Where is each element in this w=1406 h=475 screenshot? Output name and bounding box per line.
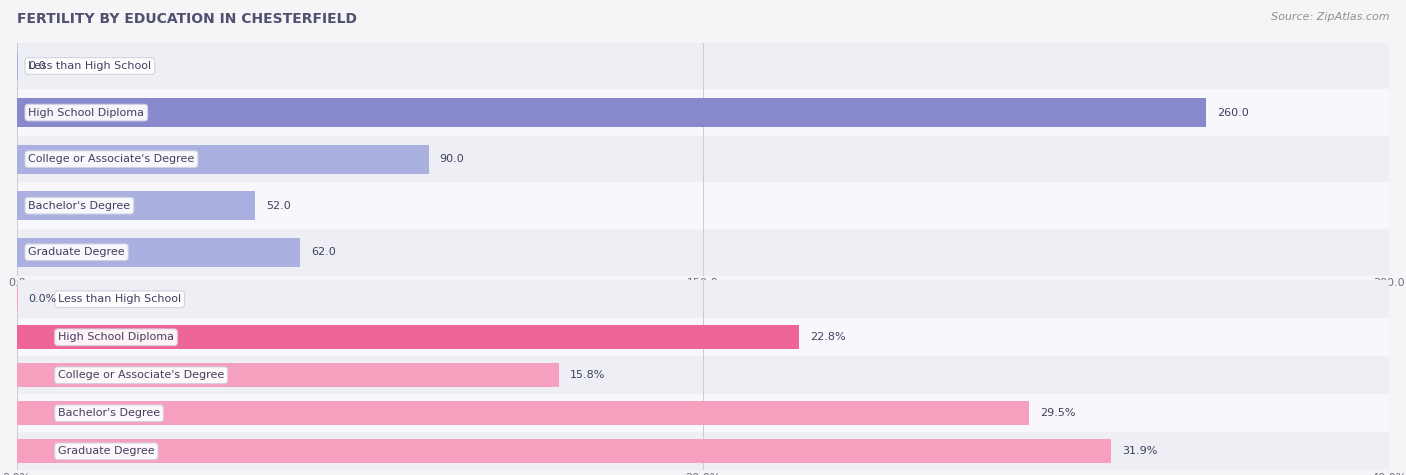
Bar xyxy=(17,238,301,266)
Text: High School Diploma: High School Diploma xyxy=(58,332,174,342)
Bar xyxy=(17,401,1029,425)
Text: 15.8%: 15.8% xyxy=(569,370,605,380)
Bar xyxy=(17,432,1389,470)
Bar xyxy=(17,182,1389,229)
Text: 29.5%: 29.5% xyxy=(1040,408,1076,418)
Text: 0.0%: 0.0% xyxy=(28,294,56,304)
Bar xyxy=(17,356,1389,394)
Bar xyxy=(17,318,1389,356)
Text: 22.8%: 22.8% xyxy=(810,332,845,342)
Text: 62.0: 62.0 xyxy=(312,247,336,257)
Bar xyxy=(17,394,1389,432)
Text: 31.9%: 31.9% xyxy=(1122,446,1157,456)
Text: Source: ZipAtlas.com: Source: ZipAtlas.com xyxy=(1271,12,1389,22)
Bar xyxy=(17,191,254,220)
Text: Graduate Degree: Graduate Degree xyxy=(58,446,155,456)
Bar xyxy=(17,145,429,173)
Text: 260.0: 260.0 xyxy=(1218,107,1249,118)
Text: Bachelor's Degree: Bachelor's Degree xyxy=(28,200,131,211)
Bar xyxy=(17,325,799,349)
Bar xyxy=(17,363,560,387)
Text: FERTILITY BY EDUCATION IN CHESTERFIELD: FERTILITY BY EDUCATION IN CHESTERFIELD xyxy=(17,12,357,26)
Bar xyxy=(17,89,1389,136)
Text: College or Associate's Degree: College or Associate's Degree xyxy=(28,154,194,164)
Text: 52.0: 52.0 xyxy=(266,200,291,211)
Bar xyxy=(17,229,1389,276)
Text: College or Associate's Degree: College or Associate's Degree xyxy=(58,370,225,380)
Text: 0.0: 0.0 xyxy=(28,61,45,71)
Text: Bachelor's Degree: Bachelor's Degree xyxy=(58,408,160,418)
Bar xyxy=(17,43,1389,89)
Text: Graduate Degree: Graduate Degree xyxy=(28,247,125,257)
Bar xyxy=(17,439,1111,463)
Bar xyxy=(17,136,1389,182)
Text: Less than High School: Less than High School xyxy=(28,61,152,71)
Bar xyxy=(17,98,1206,127)
Text: High School Diploma: High School Diploma xyxy=(28,107,145,118)
Text: 90.0: 90.0 xyxy=(440,154,464,164)
Bar xyxy=(17,280,1389,318)
Text: Less than High School: Less than High School xyxy=(58,294,181,304)
